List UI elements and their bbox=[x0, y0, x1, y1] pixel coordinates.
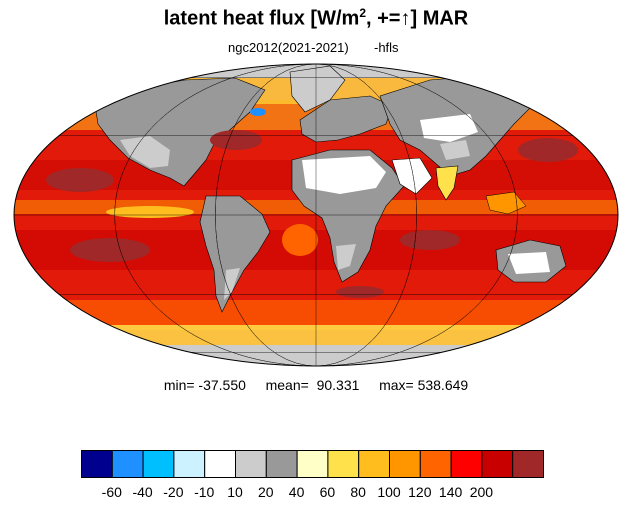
colorbar bbox=[81, 450, 544, 478]
tibet-dry bbox=[440, 140, 470, 160]
cold-tongue bbox=[106, 206, 194, 218]
globe-outline bbox=[13, 63, 619, 367]
north-america-dry bbox=[120, 136, 170, 168]
colorbar-tick-label: 120 bbox=[408, 484, 432, 500]
colorbar-tick-label: -10 bbox=[194, 484, 215, 500]
colorbar-tick-label: 100 bbox=[377, 484, 401, 500]
colorbar-tick-label: 10 bbox=[227, 484, 243, 500]
central-asia-dry bbox=[420, 114, 478, 142]
colorbar-tick-label: -20 bbox=[163, 484, 184, 500]
colorbar-swatch bbox=[450, 450, 483, 478]
colorbar-swatch bbox=[111, 450, 144, 478]
south-america-dry bbox=[224, 268, 240, 300]
colorbar-swatch bbox=[419, 450, 452, 478]
sahara-dry bbox=[302, 156, 386, 194]
colorbar-tick-label: 40 bbox=[288, 484, 305, 500]
colorbar-tick-label: 80 bbox=[350, 484, 366, 500]
colorbar-swatch bbox=[389, 450, 421, 478]
colorbar-swatch bbox=[481, 450, 514, 478]
benguela-cool bbox=[282, 224, 318, 256]
colorbar-swatch bbox=[512, 450, 544, 478]
europe-land bbox=[299, 95, 393, 143]
colorbar-swatch bbox=[81, 450, 113, 478]
colorbar-tick-label: 20 bbox=[258, 484, 274, 500]
colorbar-tick-label: 140 bbox=[438, 484, 463, 500]
colorbar-tick-label: 60 bbox=[319, 484, 336, 500]
colorbar-swatch bbox=[327, 450, 360, 478]
field-statistics: min= -37.550 mean= 90.331 max= 538.649 bbox=[0, 377, 632, 393]
colorbar-swatch bbox=[358, 450, 391, 478]
colorbar-swatch bbox=[265, 450, 298, 478]
agulhas-hotspot bbox=[336, 286, 384, 298]
colorbar-swatch bbox=[204, 450, 236, 478]
hudson-bay-cold bbox=[250, 108, 266, 116]
up-arrow-icon: ↑ bbox=[400, 7, 411, 30]
kuroshio-hotspot bbox=[518, 138, 578, 162]
stat-min: min= -37.550 bbox=[163, 377, 246, 393]
kalahari-dry bbox=[336, 244, 356, 270]
colorbar-swatch bbox=[173, 450, 206, 478]
stat-mean: mean= 90.331 bbox=[265, 377, 360, 393]
colorbar-tick-label: -40 bbox=[132, 484, 153, 500]
pacific-north-hotspot bbox=[46, 168, 114, 192]
australia-dry bbox=[508, 252, 550, 274]
colorbar-swatch bbox=[142, 450, 175, 478]
india-land bbox=[435, 165, 459, 201]
colorbar-swatch bbox=[296, 450, 329, 478]
subtitle-variable: -hfls bbox=[374, 40, 399, 55]
stat-max: max= 538.649 bbox=[379, 377, 469, 393]
subtitle-run: ngc2012(2021-2021) bbox=[228, 40, 349, 55]
colorbar-tick-label: -60 bbox=[101, 484, 122, 500]
colorbar-swatch bbox=[235, 450, 267, 478]
plot-title: latent heat flux [W/m2, +=↑] MAR bbox=[163, 6, 469, 30]
pacific-south-hotspot bbox=[70, 238, 150, 262]
arabia-land bbox=[391, 157, 433, 195]
gulf-stream-hotspot bbox=[210, 130, 262, 150]
colorbar-tick-label: 200 bbox=[469, 484, 494, 500]
colorbar-labels: -60 -40 -20 -10 10 20 40 60 80 100 120 140 200 bbox=[0, 484, 632, 504]
indian-ocean-hotspot bbox=[400, 230, 460, 250]
